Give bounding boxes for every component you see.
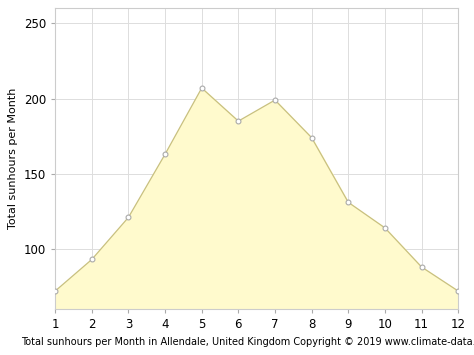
X-axis label: Total sunhours per Month in Allendale, United Kingdom Copyright © 2019 www.clima: Total sunhours per Month in Allendale, U…: [21, 337, 474, 347]
Y-axis label: Total sunhours per Month: Total sunhours per Month: [9, 88, 18, 229]
